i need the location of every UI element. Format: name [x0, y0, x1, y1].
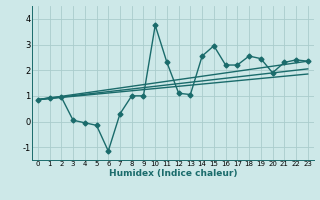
X-axis label: Humidex (Indice chaleur): Humidex (Indice chaleur)	[108, 169, 237, 178]
